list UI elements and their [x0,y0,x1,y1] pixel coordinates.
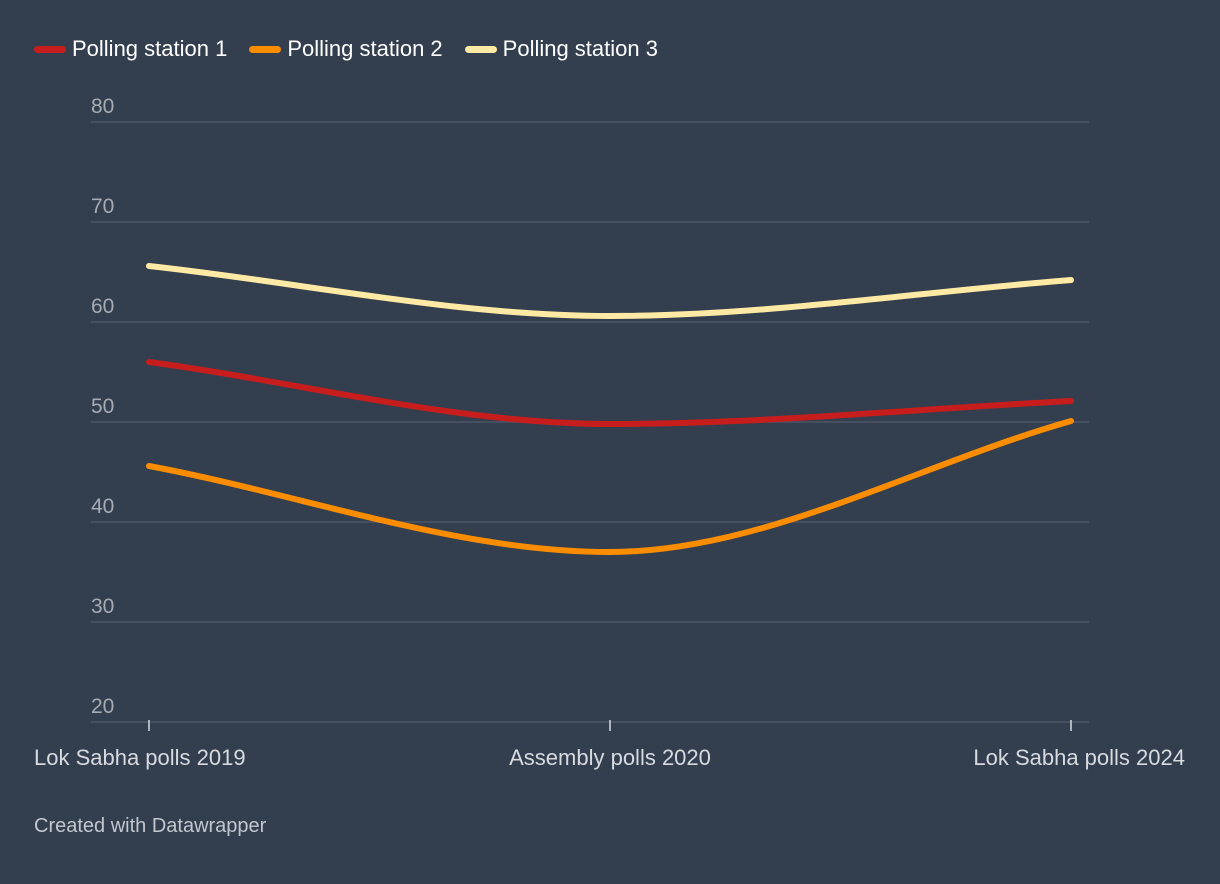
legend-swatch-polling-station-3 [464,45,497,53]
y-tick-label-20: 20 [91,695,114,718]
y-tick-label-30: 30 [91,595,114,618]
series-line-polling-station-2 [146,418,1074,555]
y-tick-label-70: 70 [91,195,114,218]
legend-label-polling-station-2: Polling station 2 [287,36,443,61]
legend-item-polling-station-3: Polling station 3 [464,36,658,62]
legend-label-polling-station-3: Polling station 3 [502,36,658,61]
x-tick-label-0: Lok Sabha polls 2019 [34,745,246,770]
legend-swatch-polling-station-1 [34,45,66,53]
y-tick-label-80: 80 [91,95,114,118]
legend: Polling station 1 Polling station 2 Poll… [34,36,680,62]
legend-item-polling-station-2: Polling station 2 [249,36,443,62]
legend-label-polling-station-1: Polling station 1 [72,36,228,61]
y-tick-label-60: 60 [91,295,114,318]
legend-item-polling-station-1: Polling station 1 [34,36,227,62]
series-line-polling-station-3 [146,263,1074,319]
legend-swatch-polling-station-2 [249,45,282,53]
x-tick-label-1: Assembly polls 2020 [509,745,711,770]
series-line-polling-station-1 [146,359,1074,427]
y-tick-label-40: 40 [91,495,114,518]
credit-text: Created with Datawrapper [34,815,267,837]
x-tick-label-2: Lok Sabha polls 2024 [973,745,1185,770]
y-tick-label-50: 50 [91,395,114,418]
